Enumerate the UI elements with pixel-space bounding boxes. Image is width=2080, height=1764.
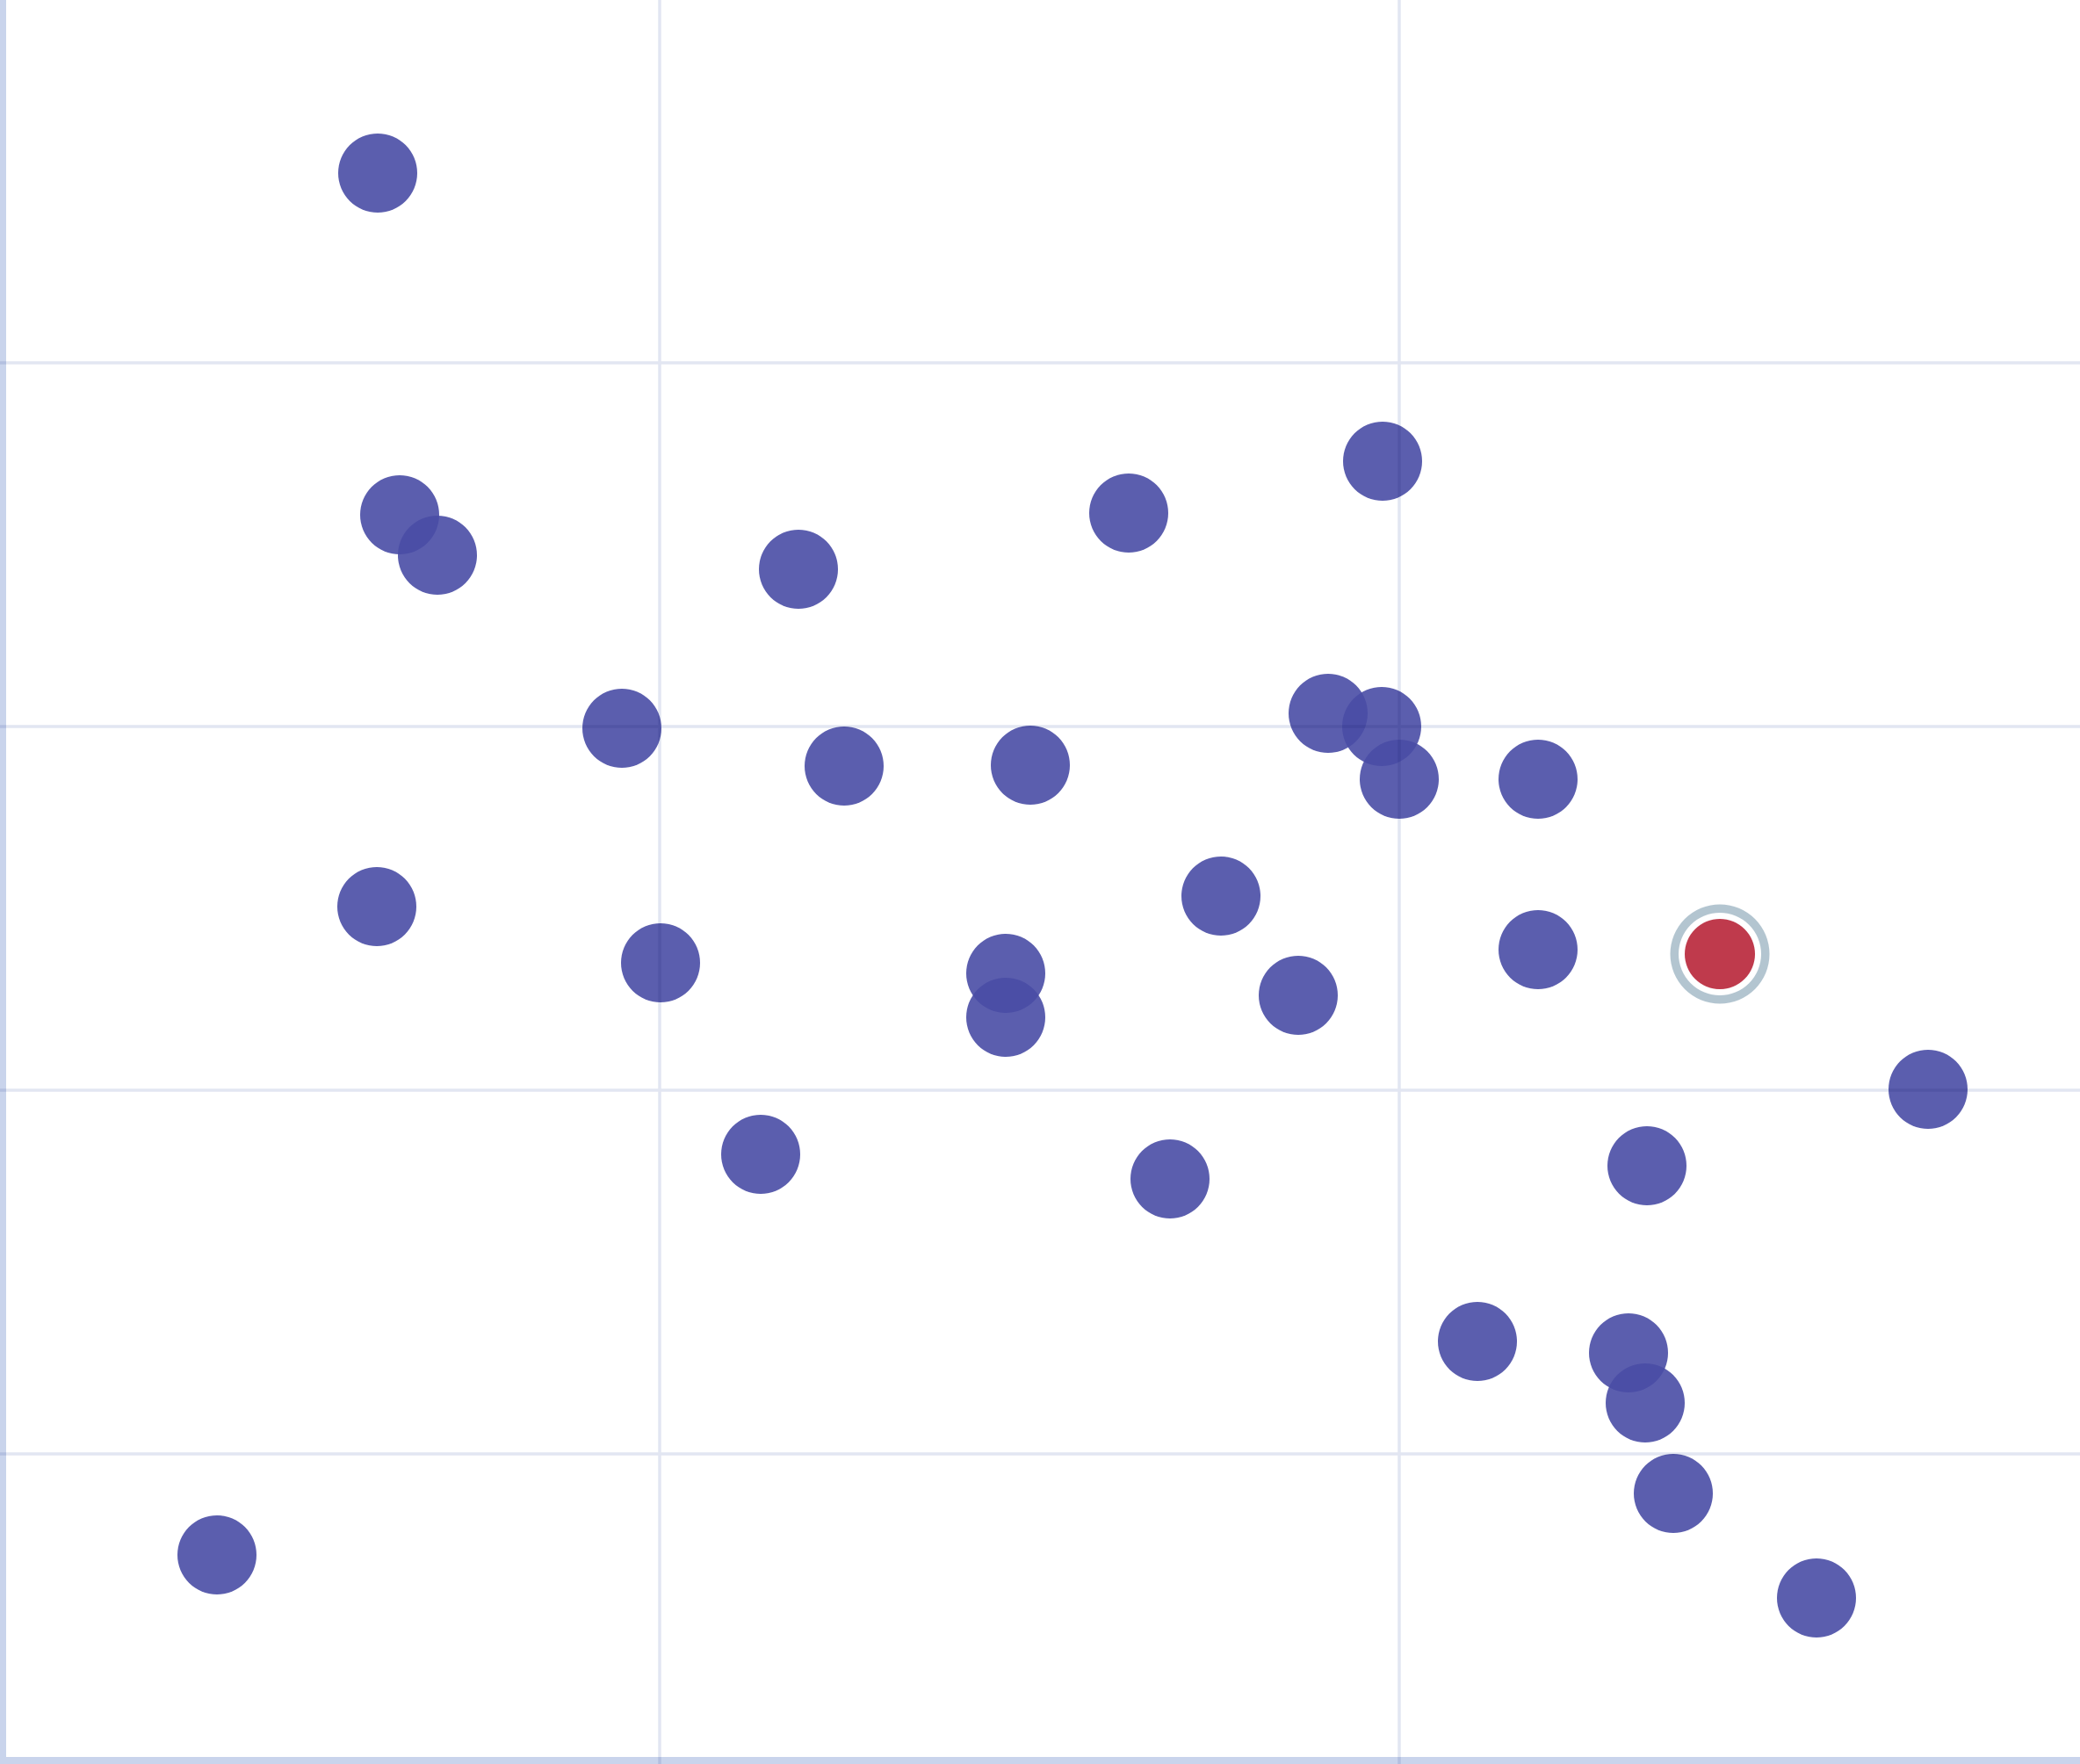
data-point[interactable] xyxy=(1259,956,1338,1035)
data-point[interactable] xyxy=(338,134,417,213)
data-point[interactable] xyxy=(1607,1126,1686,1205)
data-point[interactable] xyxy=(1777,1558,1856,1637)
data-point[interactable] xyxy=(1181,857,1260,936)
data-point[interactable] xyxy=(759,530,838,609)
data-point[interactable] xyxy=(1499,910,1578,989)
data-point[interactable] xyxy=(1343,422,1422,501)
data-point[interactable] xyxy=(966,978,1045,1057)
data-point[interactable] xyxy=(1606,1363,1685,1442)
data-point[interactable] xyxy=(805,727,884,806)
highlighted-data-point[interactable] xyxy=(1670,904,1770,1004)
data-point[interactable] xyxy=(991,726,1070,805)
data-point[interactable] xyxy=(582,689,661,768)
data-point[interactable] xyxy=(1499,740,1578,819)
data-point[interactable] xyxy=(1089,474,1168,553)
data-point[interactable] xyxy=(1438,1302,1517,1381)
highlighted-dot xyxy=(1685,919,1755,989)
data-point[interactable] xyxy=(177,1515,256,1594)
data-point[interactable] xyxy=(1634,1454,1713,1533)
data-point[interactable] xyxy=(337,867,416,946)
data-point[interactable] xyxy=(1130,1139,1210,1218)
data-point[interactable] xyxy=(398,516,477,595)
data-points-layer xyxy=(177,134,1968,1637)
data-point[interactable] xyxy=(721,1115,800,1194)
